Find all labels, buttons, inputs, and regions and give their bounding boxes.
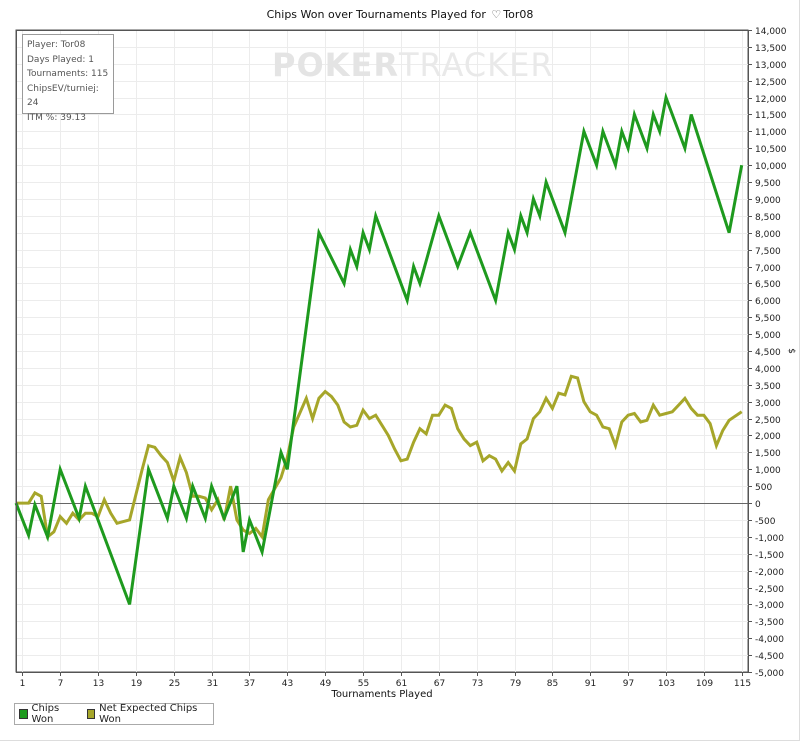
x-tick-label: 115 — [734, 679, 751, 689]
x-tick-label: 49 — [320, 679, 332, 689]
legend-label-net-expected: Net Expected Chips Won — [99, 703, 198, 725]
y-tick-label: -3,000 — [755, 601, 784, 611]
y-tick-label: 8,000 — [755, 230, 781, 240]
legend-swatch-chips-won — [19, 709, 28, 719]
x-tick-label: 13 — [93, 679, 104, 689]
x-tick-label: 31 — [207, 679, 218, 689]
axis-layer: -5,000 -4,500 -4,000 -3,500 -3,000 -2,500 -2,0… — [16, 27, 796, 700]
y-tick-label: 5,000 — [755, 331, 781, 341]
y-tick-label: 6,500 — [755, 280, 781, 290]
y-tick-label: -4,500 — [755, 652, 784, 662]
x-tick-label: 85 — [547, 679, 558, 689]
y-tick-label: -4,000 — [755, 635, 784, 645]
x-tick-label: 109 — [696, 679, 713, 689]
y-tick-label: -5,000 — [755, 669, 784, 679]
y-tick-label: 12,000 — [755, 95, 787, 105]
pokertracker-watermark-logo: POKERTRACKER — [272, 46, 554, 84]
y-tick-label: 13,000 — [755, 61, 787, 71]
player-stats-box: Player: Tor08 Days Played: 1 Tournaments… — [22, 34, 114, 123]
legend-label-chips-won: Chips Won — [31, 703, 60, 725]
y-tick-label: -500 — [755, 517, 776, 527]
stat-tournaments: Tournaments: 115 — [27, 69, 109, 79]
x-tick-label: 73 — [472, 679, 483, 689]
title-prefix: Chips Won over Tournaments Played for — [266, 8, 486, 21]
x-tick-label: 103 — [658, 679, 675, 689]
x-tick-label: 55 — [358, 679, 369, 689]
trophy-icon: ♡ — [491, 8, 502, 21]
x-tick-label: 91 — [585, 679, 596, 689]
legend-item-net-expected[interactable]: Net Expected Chips Won — [86, 703, 201, 725]
x-tick-label: 79 — [510, 679, 522, 689]
x-tick-label: 97 — [623, 679, 634, 689]
y-tick-label: -1,500 — [755, 551, 784, 561]
y-tick-label: 1,500 — [755, 449, 781, 459]
stat-chipsev: ChipsEV/turniej: 24 — [27, 83, 99, 109]
x-axis-label: Tournaments Played — [330, 689, 432, 700]
legend-item-chips-won[interactable]: Chips Won — [19, 703, 75, 725]
y-tick-label: 4,000 — [755, 365, 781, 375]
y-tick-label: -1,000 — [755, 534, 784, 544]
legend-swatch-net-expected — [86, 709, 96, 719]
y-tick-label: 14,000 — [755, 27, 787, 37]
x-tick-label: 1 — [20, 679, 26, 689]
series-line-chips-won — [14, 92, 744, 605]
y-tick-label: 10,000 — [755, 162, 787, 172]
x-tick-label: 67 — [434, 679, 445, 689]
plot-border — [16, 30, 749, 673]
y-tick-label: -3,500 — [755, 618, 784, 628]
y-tick-label: 13,500 — [755, 44, 787, 54]
title-player: Tor08 — [503, 8, 534, 21]
y-tick-label: 10,500 — [755, 145, 787, 155]
y-tick-label: 1,000 — [755, 466, 781, 476]
y-tick-label: 0 — [755, 500, 761, 510]
x-tick-label: 61 — [396, 679, 407, 689]
series-line-net-expected — [16, 374, 743, 541]
y-tick-label: 3,500 — [755, 382, 781, 392]
x-tick-label: 43 — [282, 679, 293, 689]
y-tick-label: 5,500 — [755, 314, 781, 324]
x-tick-label: 19 — [131, 679, 143, 689]
y-tick-label: 11,500 — [755, 111, 787, 121]
y-tick-label: 4,500 — [755, 348, 781, 358]
y-tick-label: 8,500 — [755, 213, 781, 223]
chart-legend: Chips Won Net Expected Chips Won — [14, 703, 214, 725]
y-tick-label: -2,500 — [755, 585, 784, 595]
x-tick-label: 37 — [244, 679, 255, 689]
y-tick-label: 2,500 — [755, 416, 781, 426]
y-tick-label: 7,000 — [755, 264, 781, 274]
x-tick-label: 7 — [58, 679, 64, 689]
y-tick-label: 7,500 — [755, 247, 781, 257]
y-tick-label: 9,000 — [755, 196, 781, 206]
chart-title: Chips Won over Tournaments Played for ♡ T… — [0, 8, 800, 21]
y-tick-label: 2,000 — [755, 432, 781, 442]
y-tick-label: 9,500 — [755, 179, 781, 189]
y-tick-label: 12,500 — [755, 78, 787, 88]
y-tick-label: 11,000 — [755, 128, 787, 138]
stat-player: Player: Tor08 — [27, 40, 86, 50]
stat-days-played: Days Played: 1 — [27, 54, 94, 65]
y-tick-label: 6,000 — [755, 297, 781, 307]
series-layer — [14, 92, 744, 605]
y-tick-label: 500 — [755, 483, 772, 493]
y-tick-label: 3,000 — [755, 399, 781, 409]
stat-itm: ITM %: 39.13 — [27, 112, 86, 123]
x-tick-label: 25 — [169, 679, 180, 689]
y-tick-label: -2,000 — [755, 568, 784, 578]
y-axis-label: $ — [786, 348, 796, 354]
